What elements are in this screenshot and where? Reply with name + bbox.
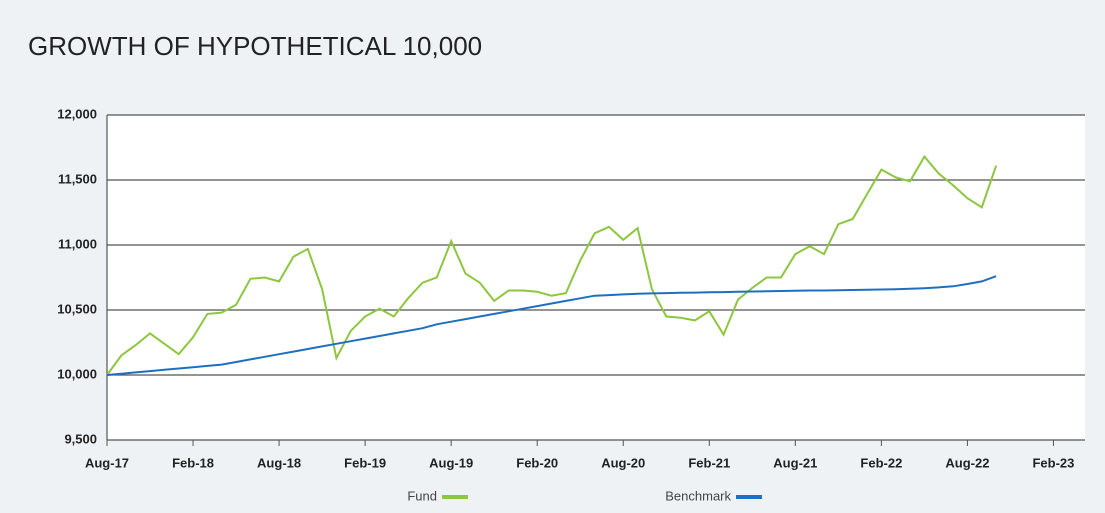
legend-label: Fund <box>407 488 437 503</box>
y-tick-label: 11,000 <box>58 236 97 251</box>
x-tick-label: Aug-17 <box>85 455 129 470</box>
x-tick-label: Feb-19 <box>344 455 386 470</box>
x-tick-label: Aug-19 <box>429 455 473 470</box>
y-tick-label: 11,500 <box>58 171 97 186</box>
chart-title: GROWTH OF HYPOTHETICAL 10,000 <box>28 31 482 61</box>
x-tick-label: Aug-21 <box>773 455 817 470</box>
series-line <box>106 154 998 376</box>
x-tick-label: Feb-21 <box>688 455 730 470</box>
y-tick-label: 12,000 <box>57 106 97 121</box>
y-tick-label: 10,000 <box>57 366 97 381</box>
x-tick-label: Feb-22 <box>860 455 902 470</box>
plot-area <box>107 115 1085 440</box>
x-tick-label: Aug-22 <box>945 455 989 470</box>
x-tick-label: Aug-18 <box>257 455 301 470</box>
y-tick-label: 9,500 <box>64 431 97 446</box>
x-tick-label: Feb-23 <box>1032 455 1074 470</box>
x-tick-label: Aug-20 <box>601 455 645 470</box>
legend-label: Benchmark <box>665 488 731 503</box>
series-line <box>106 275 997 376</box>
y-tick-label: 10,500 <box>57 301 97 316</box>
x-tick-label: Feb-20 <box>516 455 558 470</box>
x-tick-label: Feb-18 <box>172 455 214 470</box>
